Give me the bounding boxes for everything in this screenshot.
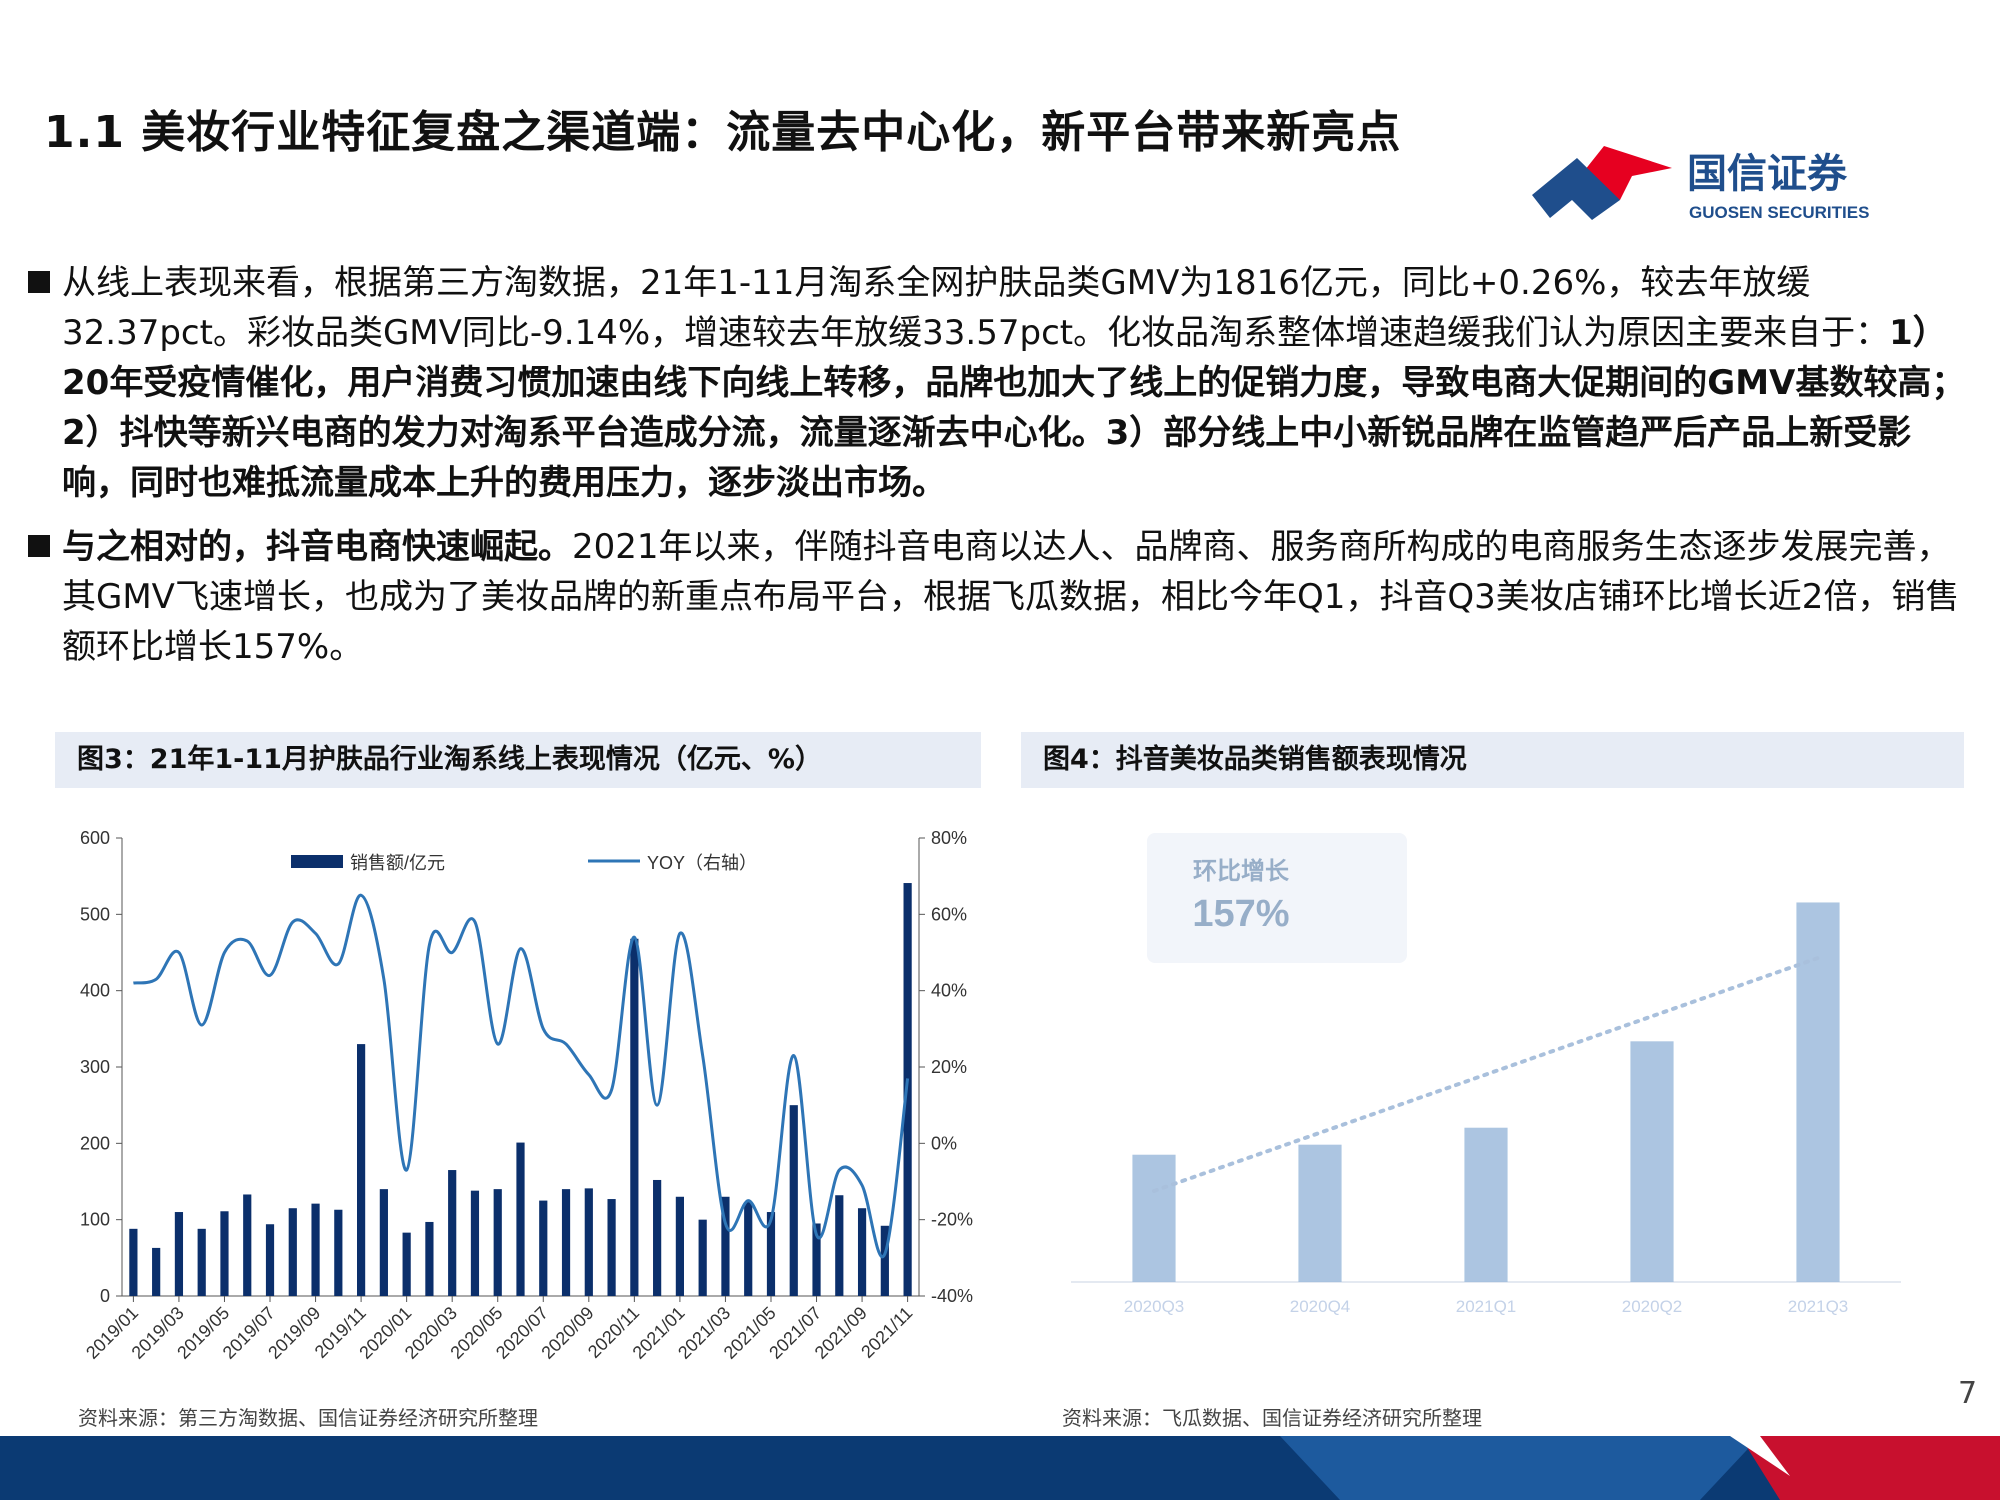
sales-bar bbox=[1298, 1144, 1342, 1282]
logo-name-cn: 国信证券 bbox=[1687, 152, 1848, 196]
sales-bar bbox=[265, 1224, 275, 1296]
footer-band-light bbox=[1280, 1436, 1760, 1500]
sales-bar bbox=[630, 938, 639, 1296]
sales-bar bbox=[493, 1189, 502, 1296]
sales-bar bbox=[675, 1196, 684, 1296]
figure3-source: 资料来源：第三方淘数据、国信证券经济研究所整理 bbox=[78, 1406, 538, 1430]
bullet-square-icon bbox=[28, 271, 50, 293]
bullet-1-text: 从线上表现来看，根据第三方淘数据，21年1-11月淘系全网护肤品类GMV为181… bbox=[62, 263, 1890, 353]
sales-bar bbox=[1796, 902, 1840, 1282]
left-axis-tick-label: 400 bbox=[80, 981, 110, 1001]
sales-bar bbox=[698, 1219, 707, 1296]
footer-band bbox=[0, 1436, 2000, 1500]
bullet-2-bold-text: 与之相对的，抖音电商快速崛起。 bbox=[62, 527, 572, 567]
legend-label-sales: 销售额/亿元 bbox=[350, 853, 445, 873]
sales-bar bbox=[721, 1196, 730, 1296]
figure4-source: 资料来源：飞瓜数据、国信证券经济研究所整理 bbox=[1062, 1406, 1482, 1430]
annotation-label: 环比增长 bbox=[1193, 857, 1290, 885]
sales-bar bbox=[1132, 1154, 1176, 1282]
left-axis-tick-label: 0 bbox=[100, 1286, 110, 1306]
footer-band-red bbox=[1740, 1436, 2000, 1500]
right-axis-tick-label: 80% bbox=[931, 828, 967, 848]
sales-bar bbox=[311, 1203, 320, 1296]
figure4-chart: 环比增长 157% 2020Q3 2020Q4 2021Q1 2020Q2 2021Q3 bbox=[1071, 833, 1901, 1316]
sales-bar bbox=[584, 1188, 593, 1296]
guosen-logo: 国信证券 GUOSEN SECURITIES bbox=[1532, 146, 1869, 222]
sales-bar bbox=[539, 1200, 548, 1296]
sales-bar bbox=[243, 1194, 252, 1296]
sales-bar bbox=[516, 1142, 525, 1296]
sales-bar bbox=[379, 1189, 388, 1296]
x-axis-tick-label: 2020Q4 bbox=[1290, 1297, 1351, 1316]
bullet-list: 从线上表现来看，根据第三方淘数据，21年1-11月淘系全网护肤品类GMV为181… bbox=[28, 258, 1978, 686]
sales-bar bbox=[653, 1179, 662, 1296]
bullet-1-bold-text: 1）20年受疫情催化，用户消费习惯加速由线下向线上转移，品牌也加大了线上的促销力… bbox=[62, 313, 1966, 503]
sales-bar bbox=[425, 1221, 434, 1296]
sales-bar bbox=[880, 1225, 889, 1296]
sales-bar bbox=[1630, 1041, 1674, 1282]
logo-blue-shape bbox=[1532, 158, 1620, 220]
left-axis-tick-label: 500 bbox=[80, 904, 110, 924]
footer-band-white bbox=[1730, 1436, 1790, 1476]
trend-line bbox=[1152, 956, 1820, 1193]
logo-name-en: GUOSEN SECURITIES bbox=[1689, 203, 1869, 222]
page-title: 1.1 美妆行业特征复盘之渠道端：流量去中心化，新平台带来新亮点 bbox=[44, 107, 1402, 158]
sales-bar bbox=[789, 1105, 798, 1296]
bullet-2-text: 2021年以来，伴随抖音电商以达人、品牌商、服务商所构成的电商服务生态逐步发展完… bbox=[62, 527, 1960, 667]
sales-bar bbox=[744, 1202, 753, 1296]
x-axis-tick-label: 2020Q3 bbox=[1124, 1297, 1185, 1316]
figure3-caption: 图3：21年1-11月护肤品行业淘系线上表现情况（亿元、%） bbox=[55, 732, 981, 788]
sales-bar bbox=[220, 1211, 229, 1296]
sales-bar bbox=[174, 1212, 184, 1296]
legend-swatch-sales bbox=[291, 855, 343, 868]
sales-bar bbox=[812, 1223, 821, 1296]
right-axis-tick-label: 60% bbox=[931, 904, 967, 924]
bullet-square-icon bbox=[28, 535, 50, 557]
right-axis-tick-label: -20% bbox=[931, 1210, 973, 1230]
x-axis-tick-label: 2020Q2 bbox=[1622, 1297, 1683, 1316]
left-axis-tick-label: 600 bbox=[80, 828, 110, 848]
sales-bar bbox=[129, 1228, 138, 1296]
sales-bar bbox=[357, 1044, 366, 1296]
left-axis-tick-label: 200 bbox=[80, 1133, 110, 1153]
x-axis-tick-label: 2021/11 bbox=[857, 1303, 916, 1362]
sales-bar bbox=[1464, 1127, 1508, 1282]
sales-bar bbox=[402, 1232, 411, 1296]
sales-bar bbox=[288, 1208, 297, 1296]
bullet-item-2: 与之相对的，抖音电商快速崛起。2021年以来，伴随抖音电商以达人、品牌商、服务商… bbox=[28, 522, 1978, 672]
right-axis-tick-label: 0% bbox=[931, 1133, 957, 1153]
right-axis-tick-label: -40% bbox=[931, 1286, 973, 1306]
annotation-box bbox=[1147, 833, 1407, 963]
legend-label-yoy: YOY（右轴） bbox=[647, 853, 757, 873]
sales-bar bbox=[197, 1228, 206, 1296]
left-axis-tick-label: 100 bbox=[80, 1210, 110, 1230]
sales-bar bbox=[561, 1189, 571, 1296]
sales-bar bbox=[835, 1195, 844, 1296]
sales-bar bbox=[152, 1247, 161, 1296]
sales-bar bbox=[766, 1212, 776, 1296]
sales-bar bbox=[857, 1208, 867, 1296]
sales-bar bbox=[334, 1209, 343, 1296]
x-axis-tick-label: 2021Q1 bbox=[1456, 1297, 1517, 1316]
figure4-caption: 图4：抖音美妆品类销售额表现情况 bbox=[1021, 732, 1964, 788]
bullet-item-1: 从线上表现来看，根据第三方淘数据，21年1-11月淘系全网护肤品类GMV为181… bbox=[28, 258, 1978, 508]
annotation-value: 157% bbox=[1192, 893, 1289, 935]
sales-bar bbox=[448, 1170, 457, 1296]
sales-bar bbox=[470, 1190, 480, 1296]
figure3-chart: 0 100 200 300 400 500 600 -40% -20% 0% 20% 40% 60% 80… bbox=[80, 828, 973, 1363]
sales-bar bbox=[607, 1199, 616, 1296]
left-axis-tick-label: 300 bbox=[80, 1057, 110, 1077]
right-axis-tick-label: 20% bbox=[931, 1057, 967, 1077]
page-number: 7 bbox=[1958, 1376, 1978, 1411]
yoy-line bbox=[133, 893, 910, 1259]
x-axis-tick-label: 2021Q3 bbox=[1788, 1297, 1849, 1316]
right-axis-tick-label: 40% bbox=[931, 981, 967, 1001]
